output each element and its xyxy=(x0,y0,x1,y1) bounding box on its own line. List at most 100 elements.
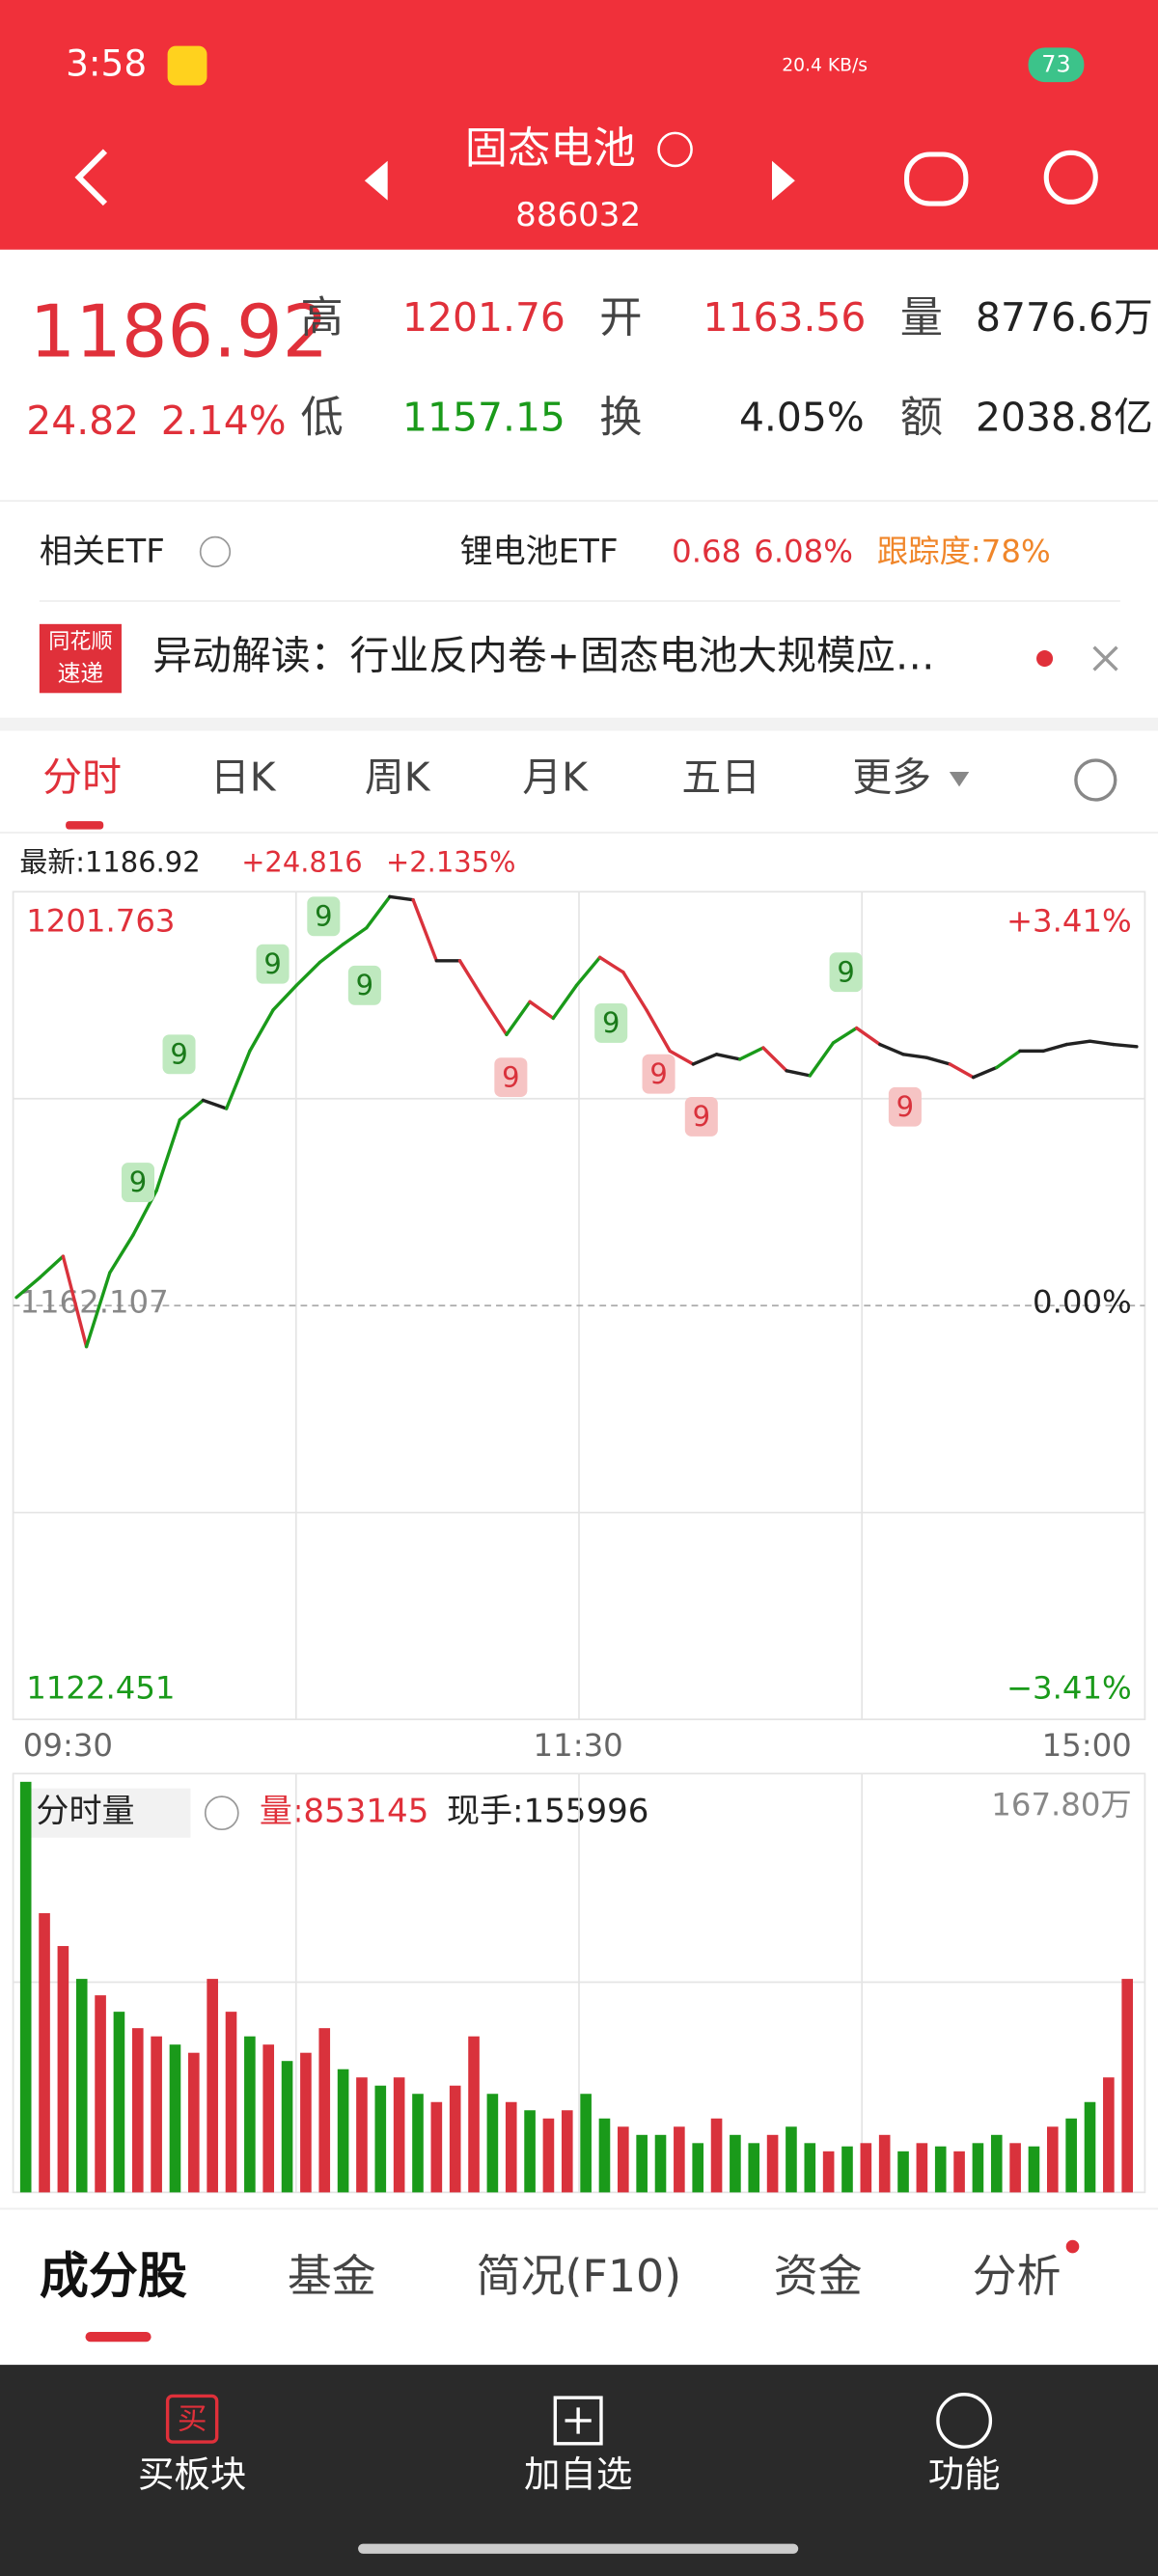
home-indicator xyxy=(358,2543,799,2554)
price-segment xyxy=(878,1042,905,1056)
tab[interactable]: 月K xyxy=(522,754,589,801)
price-segment xyxy=(411,898,439,963)
etf-tracking: 跟踪度:78% xyxy=(877,534,1051,570)
price-segment xyxy=(457,959,485,1000)
add-plus xyxy=(565,2407,592,2434)
price-segment xyxy=(61,1254,89,1349)
bottom-tab[interactable]: 资金 xyxy=(774,2250,863,2302)
badge-text: 同花顺 xyxy=(48,629,112,654)
volume-bar xyxy=(393,2077,405,2193)
tab[interactable]: 更多 xyxy=(852,754,931,801)
label: 换 xyxy=(599,394,642,443)
volume-bar xyxy=(618,2126,629,2193)
price-segment xyxy=(317,943,345,965)
search-icon[interactable] xyxy=(1043,150,1098,205)
price-segment xyxy=(108,1233,135,1274)
buy-icon-text: 买 xyxy=(178,2402,207,2436)
volume-bar xyxy=(188,2052,200,2193)
volume-bar xyxy=(953,2151,965,2193)
info-icon[interactable] xyxy=(657,131,693,168)
price-segment xyxy=(248,1008,275,1054)
nav-bar xyxy=(0,2365,1158,2576)
bottom-tab[interactable]: 分析 xyxy=(973,2250,1062,2302)
add-icon[interactable] xyxy=(553,2396,603,2446)
volume-bar xyxy=(916,2143,928,2193)
bottom-tab[interactable]: 基金 xyxy=(288,2250,376,2302)
battery-level: 73 xyxy=(1041,51,1070,78)
x-tick-label: 15:00 xyxy=(1042,1727,1132,1764)
price-segment xyxy=(597,955,625,974)
volume-bar xyxy=(897,2151,909,2193)
signal-badge xyxy=(594,1003,628,1043)
label: 量 xyxy=(900,293,943,343)
close-button[interactable] xyxy=(1092,645,1118,671)
tab[interactable]: 日K xyxy=(210,754,277,801)
volume-bar xyxy=(878,2134,891,2193)
etf-name[interactable]: 锂电池ETF xyxy=(460,533,619,571)
volume-bar xyxy=(412,2094,424,2193)
volume-bar xyxy=(262,2044,275,2193)
tab[interactable]: 周K xyxy=(365,754,431,801)
volume-bar xyxy=(766,2134,779,2193)
volume-selector[interactable] xyxy=(26,1788,191,1838)
bottom-tab[interactable]: 成分股 xyxy=(40,2249,187,2306)
volume-bar xyxy=(57,1946,69,2193)
volume-bar xyxy=(692,2143,704,2193)
volume-bar xyxy=(1065,2118,1077,2193)
news-text[interactable]: 异动解读：行业反内卷+固态电池大规模应… xyxy=(152,633,934,679)
nav-func[interactable]: 功能 xyxy=(928,2453,1001,2495)
header-bg xyxy=(0,0,1158,250)
volume-bar xyxy=(730,2134,741,2193)
volume-bar xyxy=(19,1781,32,2193)
price-segment xyxy=(224,1049,252,1110)
volume-bar xyxy=(39,1913,50,2193)
signal-badge xyxy=(256,944,290,984)
volume-bar xyxy=(318,2028,331,2193)
next-button[interactable] xyxy=(772,160,795,201)
news-badge xyxy=(39,623,122,694)
signal-badge xyxy=(829,952,863,993)
volume-bar xyxy=(972,2143,984,2193)
volume-bar xyxy=(1009,2143,1021,2193)
price-segment xyxy=(551,983,579,1021)
volume-bar xyxy=(1103,2077,1115,2193)
help-icon[interactable] xyxy=(199,535,232,568)
volume: 8776.6万 xyxy=(976,294,1153,341)
signal-label: 9 xyxy=(356,969,373,1001)
volume-bar xyxy=(990,2134,1003,2193)
x-tick-label: 09:30 xyxy=(23,1727,113,1764)
pct-tick-label: +3.41% xyxy=(1006,903,1132,940)
price-segment xyxy=(854,1026,882,1047)
nav-buy[interactable]: 买板块 xyxy=(138,2453,246,2495)
price-segment xyxy=(901,1053,928,1059)
price-segment xyxy=(178,1098,206,1122)
tab[interactable]: 五日 xyxy=(681,754,760,801)
prev-button[interactable] xyxy=(364,160,388,201)
signal-badge xyxy=(684,1097,718,1137)
bottom-tab[interactable]: 简况(F10) xyxy=(477,2250,682,2302)
volume-bar xyxy=(636,2134,648,2193)
price-segment xyxy=(785,1069,812,1078)
latest-change: +24.816 xyxy=(241,845,362,878)
back-button[interactable] xyxy=(74,149,108,206)
price-segment xyxy=(621,970,648,1012)
buy-icon[interactable] xyxy=(165,2394,219,2444)
func-icon[interactable] xyxy=(936,2393,993,2449)
price-segment xyxy=(808,1041,836,1078)
robot-icon[interactable] xyxy=(904,151,969,206)
etf-label: 相关ETF xyxy=(40,533,165,571)
etf-change-pct: 6.08% xyxy=(754,534,853,570)
price-segment xyxy=(201,1098,229,1110)
help-icon[interactable] xyxy=(204,1795,239,1831)
latest-pct: +2.135% xyxy=(386,845,516,878)
volume-bar xyxy=(1121,1979,1134,2193)
volume-bar xyxy=(1047,2126,1059,2193)
signal-label: 9 xyxy=(693,1100,710,1133)
price-segment xyxy=(84,1271,112,1349)
settings-icon[interactable] xyxy=(1074,758,1117,802)
tab[interactable]: 分时 xyxy=(42,754,122,801)
price-segment xyxy=(574,955,602,988)
price-segment xyxy=(948,1062,976,1080)
nav-add[interactable]: 加自选 xyxy=(524,2453,632,2495)
